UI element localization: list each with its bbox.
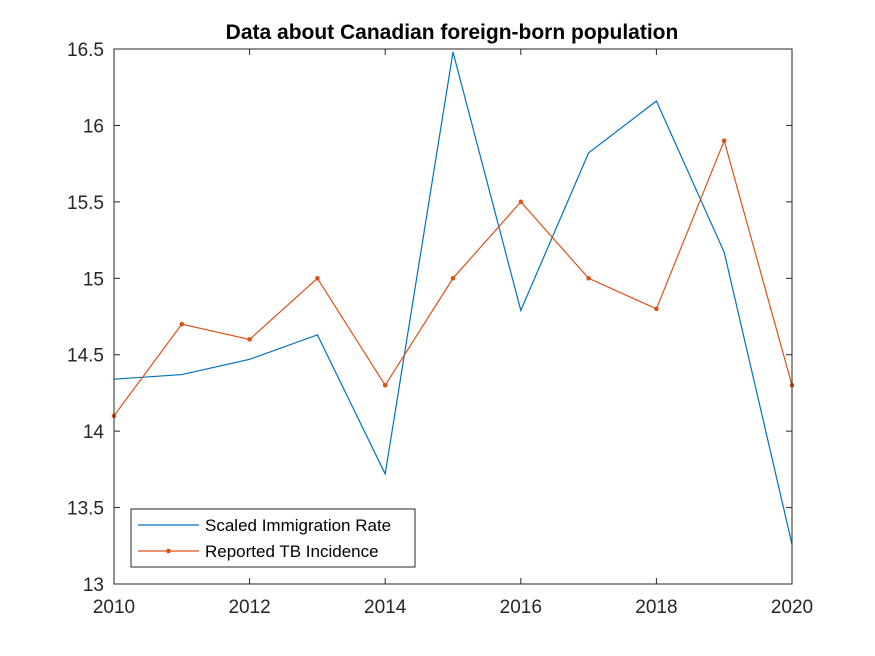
- legend-box: [130, 508, 416, 568]
- x-tick-label: 2016: [500, 597, 542, 618]
- y-tick-label: 16: [83, 116, 104, 137]
- axes: 2010 2012 2014 2016 2018 2020 13 13.5 14 14.5 15 15…: [67, 40, 813, 618]
- series-line-1: [113, 51, 793, 545]
- data-point: [518, 199, 524, 205]
- data-point: [315, 275, 320, 281]
- series-layer: [111, 51, 795, 545]
- y-tick-label: 13: [83, 575, 104, 596]
- data-point: [382, 382, 388, 388]
- data-point: [654, 306, 659, 312]
- x-tick-label: 2020: [771, 597, 813, 618]
- data-point: [247, 337, 252, 342]
- x-tick-label: 2012: [228, 597, 270, 618]
- x-tick-label: 2014: [364, 597, 407, 618]
- data-point: [721, 138, 727, 144]
- plot-area: [114, 49, 792, 584]
- legend: Scaled Immigration Rate Reported TB Incid…: [130, 508, 416, 568]
- y-tick-label: 16.5: [67, 40, 104, 61]
- data-point: [586, 275, 591, 281]
- legend-label-2: Reported TB Incidence: [205, 542, 379, 561]
- chart-title: Data about Canadian foreign-born populat…: [226, 21, 679, 44]
- y-tick-label: 14.5: [67, 346, 104, 367]
- x-tick-label: 2018: [635, 597, 677, 618]
- x-tick-label: 2010: [93, 597, 135, 618]
- y-tick-label: 14: [83, 422, 105, 443]
- y-tick-label: 15.5: [67, 193, 104, 214]
- axes-box: [113, 48, 793, 585]
- y-tick-label: 13.5: [67, 499, 104, 520]
- legend-label-1: Scaled Immigration Rate: [205, 516, 391, 535]
- legend-marker-2: [166, 548, 171, 554]
- data-point: [450, 275, 456, 281]
- data-point: [179, 321, 185, 327]
- y-tick-label: 15: [83, 269, 104, 290]
